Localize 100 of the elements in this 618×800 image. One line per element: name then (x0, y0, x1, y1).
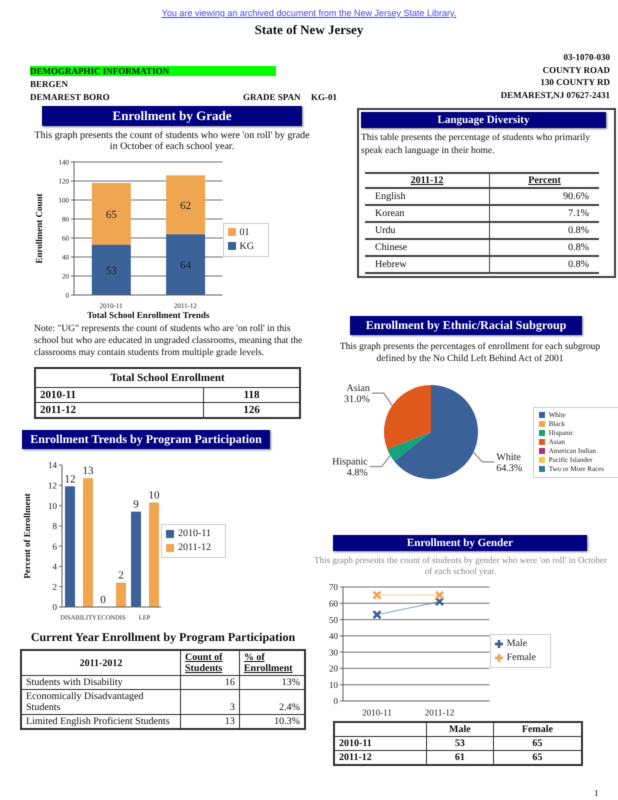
data-label: 10 (148, 490, 160, 502)
y-tick-label: 4 (52, 562, 58, 572)
text: Language Diversity (361, 112, 606, 128)
y-axis-title: Percent of Enrollment (22, 493, 32, 579)
point (372, 590, 382, 600)
category-label: 2011-12 (334, 750, 426, 765)
y-tick-label: 40 (329, 631, 338, 642)
data-label: 53 (426, 736, 494, 750)
text: Female (493, 722, 582, 736)
category-label: 2010-11 (35, 388, 204, 402)
text: COUNTY ROAD (542, 65, 610, 75)
point (372, 610, 382, 620)
text: 2011-2012 (21, 650, 180, 676)
category-label: Urdu (374, 224, 397, 238)
bar (149, 502, 160, 607)
bar (92, 244, 131, 295)
bar (83, 478, 93, 607)
slice-label: White (496, 452, 522, 463)
data-label: 3 (180, 690, 240, 714)
text: Percent (490, 173, 599, 188)
chart-title: Enrollment by Gender (333, 535, 587, 551)
y-tick-label: 6 (52, 541, 58, 552)
data-label: 118 (204, 388, 300, 402)
y-tick-label: 0 (334, 696, 338, 706)
data-label: 0.8% (490, 256, 599, 273)
y-axis-title: Enrollment Count (34, 193, 44, 264)
legend-label: Male (506, 638, 528, 649)
category-label: 2011-12 (35, 402, 204, 418)
data-label: 13% (239, 676, 305, 690)
pie-slice (394, 385, 478, 479)
bar (65, 486, 75, 607)
text: Count of Students (180, 650, 240, 676)
bar (92, 182, 131, 245)
chart-subtitle: This graph presents the count of students by gender who were 'on roll' in October of each school year. (313, 555, 608, 577)
text: This table presents the percentage of students who primarily speak each language in their home. (361, 132, 591, 158)
legend-label: 01 (240, 226, 250, 238)
text: DEMAREST,NJ 07627-2431 (500, 90, 610, 100)
y-tick-label: 20 (329, 664, 338, 674)
data-label: 13 (82, 465, 94, 478)
data-label: 61 (426, 750, 494, 765)
text: Current Year Enrollment by Program Participation (30, 630, 296, 645)
y-tick-label: 0 (52, 602, 58, 612)
text: DEMAREST BORO (30, 92, 110, 102)
data-label: 53 (106, 264, 118, 277)
text: 03-1070-030 (564, 52, 610, 62)
data-label: 2 (118, 570, 124, 582)
text: Total School Enrollment (35, 368, 300, 388)
y-tick-label: 8 (52, 521, 58, 532)
y-tick-label: 14 (48, 460, 58, 470)
category-label: Chinese (374, 241, 408, 255)
data-label: 31.0% (344, 394, 370, 406)
chart-subtitle: This graph presents the percentages of enrollment for each subgroup defined by the No Child Left Behind Act of 2001 (338, 341, 602, 365)
pie-slice (384, 385, 431, 450)
point (434, 590, 444, 600)
category-label: Hebrew (374, 258, 408, 272)
y-tick-label: 2 (52, 582, 57, 592)
y-tick-label: 12 (48, 480, 57, 490)
category-label: Economically Disadvantaged Students (21, 690, 180, 714)
bar (166, 175, 206, 234)
text: Note: "UG" represents the count of students who are 'on roll' in this school but who are educated in ungraded classrooms, meaning that the classrooms may contain students from multiple grade levels. (34, 323, 304, 359)
bar (116, 582, 126, 607)
chart-title: Enrollment Trends by Program Participation (22, 430, 270, 449)
data-label: 0 (100, 594, 106, 606)
category-label: Limited English Proficient Students (21, 714, 180, 729)
data-label: 126 (204, 402, 300, 418)
data-label: 64.3% (496, 462, 522, 474)
y-tick-label: 70 (329, 582, 338, 592)
text: State of New Jersey (254, 22, 364, 38)
data-label: 90.6% (490, 188, 599, 205)
data-label: 64 (180, 260, 192, 272)
chart-subtitle: This graph presents the count of students who were 'on roll' by grade in October of each school year. (34, 130, 310, 152)
data-label: 62 (180, 200, 192, 212)
data-label: 65 (106, 208, 118, 221)
category-label: Students with Disability (21, 676, 180, 690)
bar (166, 234, 206, 295)
data-label: 13 (180, 714, 240, 729)
category-label: English (374, 190, 407, 204)
chart-title: Enrollment by Ethnic/Racial Subgroup (350, 316, 582, 335)
y-tick-label: 60 (329, 598, 338, 608)
slice-label: Asian (346, 383, 370, 394)
text: 130 COUNTY RD (540, 77, 610, 87)
x-axis-title: Total School Enrollment Trends (87, 310, 210, 320)
text: Male (426, 722, 494, 736)
y-tick-label: 30 (329, 647, 338, 658)
data-label: 0.8% (490, 239, 599, 256)
text: DEMOGRAPHIC INFORMATION (30, 66, 276, 76)
chart-title: Enrollment by Grade (42, 106, 302, 126)
legend-label: 2011-12 (178, 542, 211, 553)
data-label: 16 (180, 676, 240, 690)
data-label: 10.3% (239, 714, 305, 729)
text: You are viewing an archived document from the New Jersey State Library. (160, 8, 458, 18)
text: 1 (594, 788, 598, 798)
pie-slice (387, 432, 431, 462)
legend-label: KG (240, 240, 254, 252)
text: GRADE SPAN (243, 92, 301, 102)
data-label: 4.8% (346, 468, 368, 479)
y-tick-label: 10 (329, 680, 338, 690)
data-label: 2.4% (239, 690, 305, 714)
legend-label: Female (506, 652, 536, 663)
slice-label: Hispanic (332, 456, 368, 468)
